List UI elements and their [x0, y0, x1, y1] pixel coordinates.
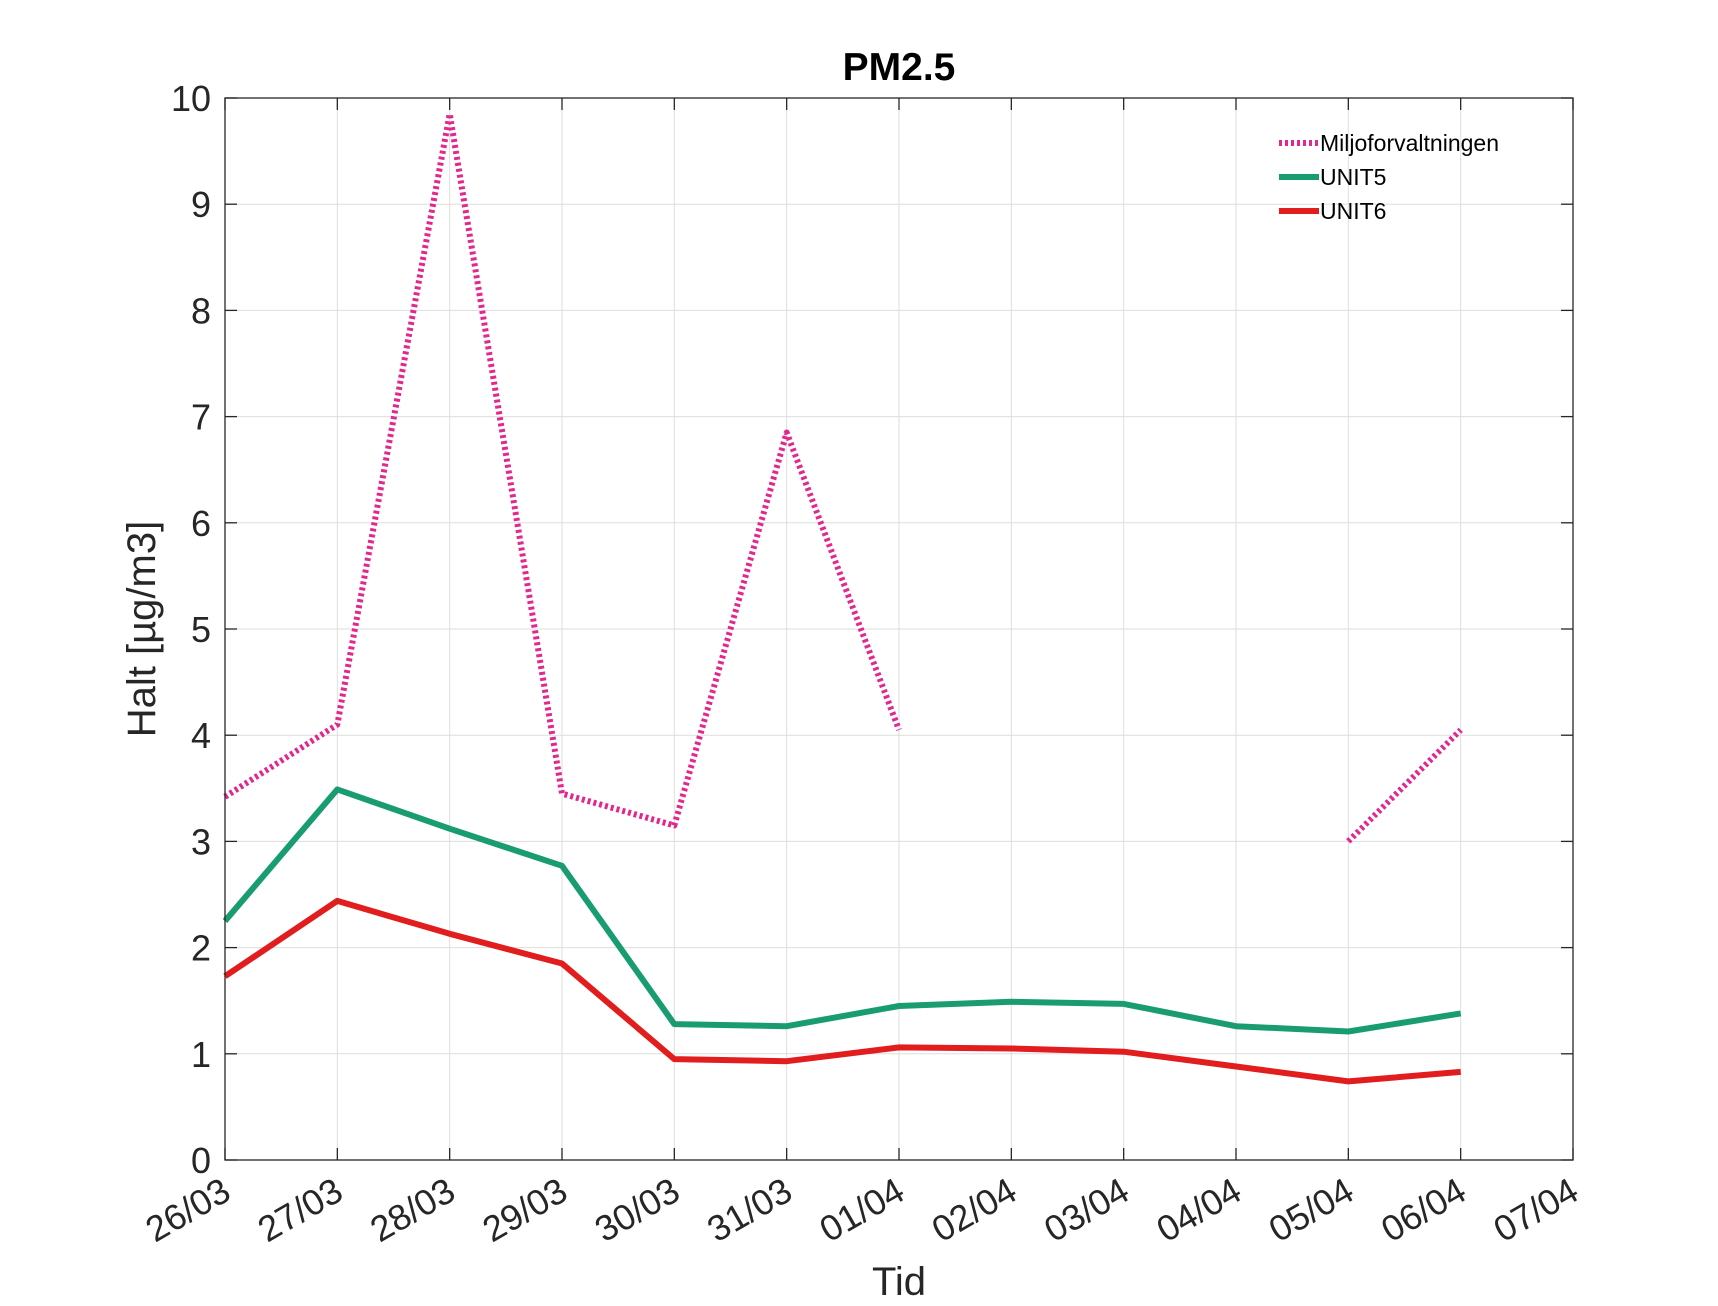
- grid-lines: [225, 98, 1573, 1160]
- y-tick-label: 9: [191, 184, 211, 225]
- y-tick-label: 8: [191, 290, 211, 331]
- series-miljoforvaltningen: [223, 110, 1463, 844]
- series-unit6: [223, 897, 1461, 1085]
- series-lines: [222, 110, 1463, 1085]
- y-tick-label: 2: [191, 928, 211, 969]
- y-axis-label: Halt [µg/m3]: [120, 521, 164, 737]
- legend-item: UNIT6: [1279, 198, 1386, 224]
- series-line: [223, 110, 902, 829]
- series-line: [222, 786, 1462, 1035]
- series-line: [1346, 727, 1463, 844]
- y-tick-label: 1: [191, 1034, 211, 1075]
- y-tick-label: 10: [171, 78, 211, 119]
- y-tick-label: 4: [191, 715, 211, 756]
- legend-label: UNIT6: [1320, 198, 1386, 224]
- legend-label: UNIT5: [1320, 164, 1386, 190]
- series-line: [223, 897, 1461, 1085]
- axis-ticks: [224, 97, 1574, 1161]
- y-tick-label: 6: [191, 503, 211, 544]
- legend: Miljoforvaltningen UNIT5 UNIT6: [1279, 130, 1499, 224]
- x-axis-label: Tid: [872, 1260, 926, 1304]
- legend-item: Miljoforvaltningen: [1279, 130, 1499, 156]
- y-tick-label: 0: [191, 1140, 211, 1181]
- legend-label: Miljoforvaltningen: [1320, 130, 1499, 156]
- y-tick-label: 5: [191, 609, 211, 650]
- y-tick-label: 7: [191, 397, 211, 438]
- y-tick-label: 3: [191, 821, 211, 862]
- chart-title: PM2.5: [843, 46, 956, 89]
- y-tick-labels: 0 1 2 3 4 5 6 7 8 9 10: [171, 78, 211, 1181]
- series-unit5: [222, 786, 1462, 1035]
- legend-item: UNIT5: [1279, 164, 1386, 190]
